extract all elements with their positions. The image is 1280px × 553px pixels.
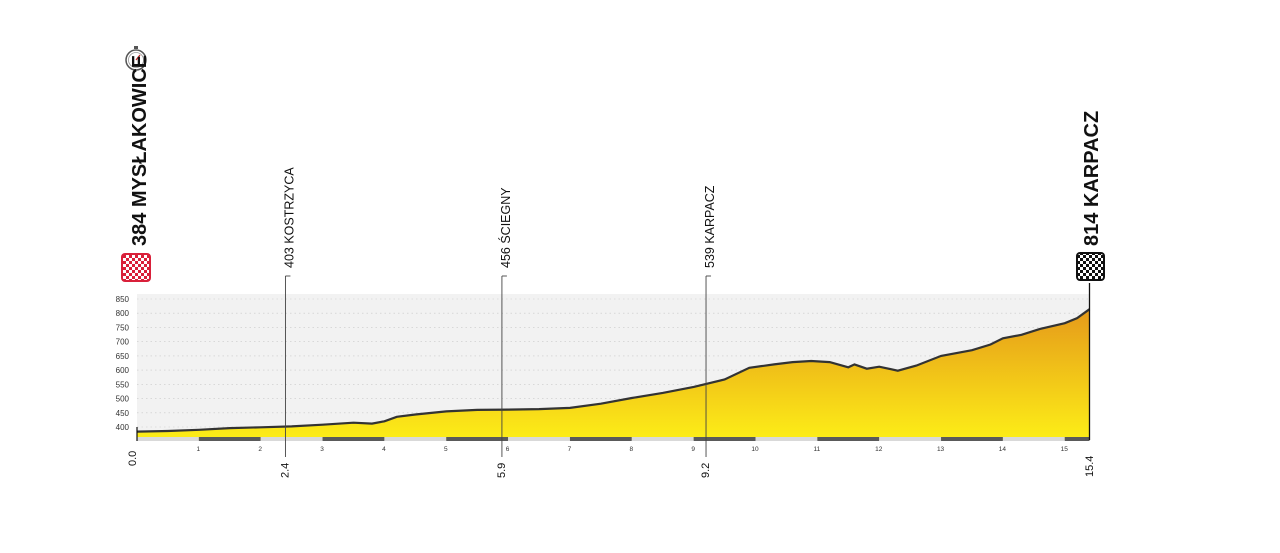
start-flag-icon xyxy=(121,253,151,282)
km-segment xyxy=(446,437,509,441)
x-tick-label: 8 xyxy=(629,446,633,453)
waypoint-km-label: 2.4 xyxy=(279,463,291,478)
waypoint-label: 539 KARPACZ xyxy=(703,185,717,268)
x-tick-label: 5 xyxy=(444,446,448,453)
waypoint-label: 456 ŚCIEGNY xyxy=(498,187,513,268)
km-segment xyxy=(631,437,694,441)
x-tick-label: 13 xyxy=(937,446,945,453)
start-km-label: 0.0 xyxy=(127,451,139,466)
km-segment xyxy=(198,437,261,441)
y-tick-label: 450 xyxy=(116,409,130,418)
km-segment xyxy=(879,437,942,441)
finish-flag-icon xyxy=(1076,252,1105,281)
y-tick-label: 650 xyxy=(116,352,130,361)
km-segment xyxy=(569,437,632,441)
x-tick-label: 12 xyxy=(875,446,883,453)
km-segment xyxy=(260,437,323,441)
x-tick-label: 2 xyxy=(258,446,262,453)
y-tick-label: 700 xyxy=(116,338,130,347)
km-segment xyxy=(384,437,447,441)
elevation-line xyxy=(136,308,1091,433)
waypoint-km-label: 9.2 xyxy=(700,463,712,478)
x-tick-label: 15 xyxy=(1061,446,1069,453)
x-tick-label: 6 xyxy=(506,446,510,453)
elevation-area xyxy=(137,309,1090,440)
finish-label: 814 KARPACZ xyxy=(1081,111,1103,246)
x-axis-ticks: 1 2 3 4 5 6 7 8 9 10 11 12 13 14 15 xyxy=(197,446,1069,453)
km-segment xyxy=(1064,437,1090,441)
km-segment xyxy=(755,437,818,441)
x-tick-label: 7 xyxy=(568,446,572,453)
waypoints: 403 KOSTRZYCA 2.4 456 ŚCIEGNY 5.9 539 KARPAC… xyxy=(279,167,717,478)
y-tick-label: 600 xyxy=(116,366,130,375)
y-tick-label: 800 xyxy=(116,309,130,318)
waypoint-km-label: 5.9 xyxy=(496,463,508,478)
y-tick-label: 550 xyxy=(116,380,130,389)
x-tick-label: 9 xyxy=(691,446,695,453)
km-segment xyxy=(817,437,880,441)
y-tick-label: 850 xyxy=(116,295,130,304)
y-tick-label: 400 xyxy=(116,423,130,432)
x-tick-label: 3 xyxy=(320,446,324,453)
finish-km-label: 15.4 xyxy=(1084,456,1096,477)
km-segment xyxy=(941,437,1003,441)
km-segment xyxy=(1002,437,1065,441)
km-segment xyxy=(508,437,570,441)
km-segment xyxy=(693,437,756,441)
km-segment xyxy=(137,437,199,441)
y-tick-label: 500 xyxy=(116,395,130,404)
waypoint-label: 403 KOSTRZYCA xyxy=(282,167,296,268)
kilometer-bar xyxy=(136,427,1090,441)
stopwatch-icon xyxy=(125,46,147,71)
x-tick-label: 14 xyxy=(999,446,1007,453)
x-tick-label: 4 xyxy=(382,446,386,453)
km-segment xyxy=(322,437,385,441)
x-tick-label: 11 xyxy=(813,446,820,453)
y-tick-label: 750 xyxy=(116,323,130,332)
y-axis-ticks: 400 450 500 550 600 650 700 750 800 850 xyxy=(116,295,130,432)
x-tick-label: 10 xyxy=(751,446,759,453)
start-label: 384 MYSŁAKOWICE xyxy=(129,55,151,246)
x-tick-label: 1 xyxy=(197,446,201,453)
